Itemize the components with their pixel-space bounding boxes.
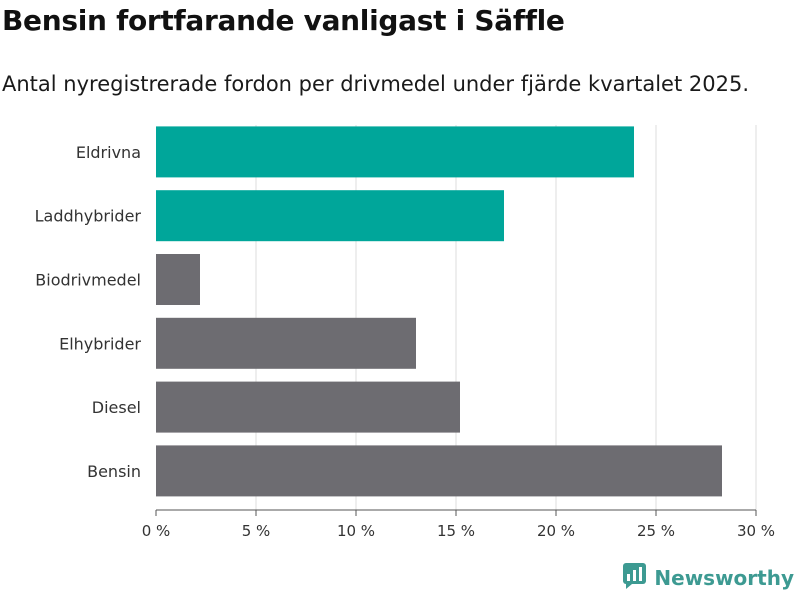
- category-label: Elhybrider: [59, 334, 141, 353]
- newsworthy-logo-icon: [622, 562, 647, 594]
- bar-biodrivmedel: [156, 254, 200, 305]
- category-label: Biodrivmedel: [35, 271, 141, 290]
- x-tick-label: 10 %: [337, 522, 375, 540]
- bar-eldrivna: [156, 126, 634, 178]
- x-tick-label: 30 %: [737, 522, 775, 540]
- category-labels: Eldrivna Laddhybrider Biodrivmedel Elhybrid…: [35, 143, 142, 481]
- bar-elhybrider: [156, 317, 416, 369]
- category-label: Bensin: [87, 462, 141, 481]
- x-tick-label: 20 %: [537, 522, 575, 540]
- x-tick-label: 15 %: [437, 522, 475, 540]
- x-tick-label: 5 %: [242, 522, 271, 540]
- category-label: Eldrivna: [76, 143, 141, 162]
- bar-laddhybrider: [156, 190, 504, 242]
- brand-name: Newsworthy: [654, 566, 794, 590]
- x-tick-label: 25 %: [637, 522, 675, 540]
- bar-bensin: [156, 445, 722, 497]
- x-tick-label: 0 %: [142, 522, 171, 540]
- bars: [156, 126, 722, 497]
- brand-logo: Newsworthy: [622, 562, 794, 594]
- category-label: Laddhybrider: [35, 207, 142, 226]
- chart-title: Bensin fortfarande vanligast i Säffle: [2, 4, 565, 37]
- x-axis: 0 % 5 % 10 % 15 % 20 % 25 % 30 %: [142, 509, 775, 540]
- chart-subtitle: Antal nyregistrerade fordon per drivmede…: [2, 72, 750, 96]
- bar-diesel: [156, 381, 460, 433]
- category-label: Diesel: [92, 398, 141, 417]
